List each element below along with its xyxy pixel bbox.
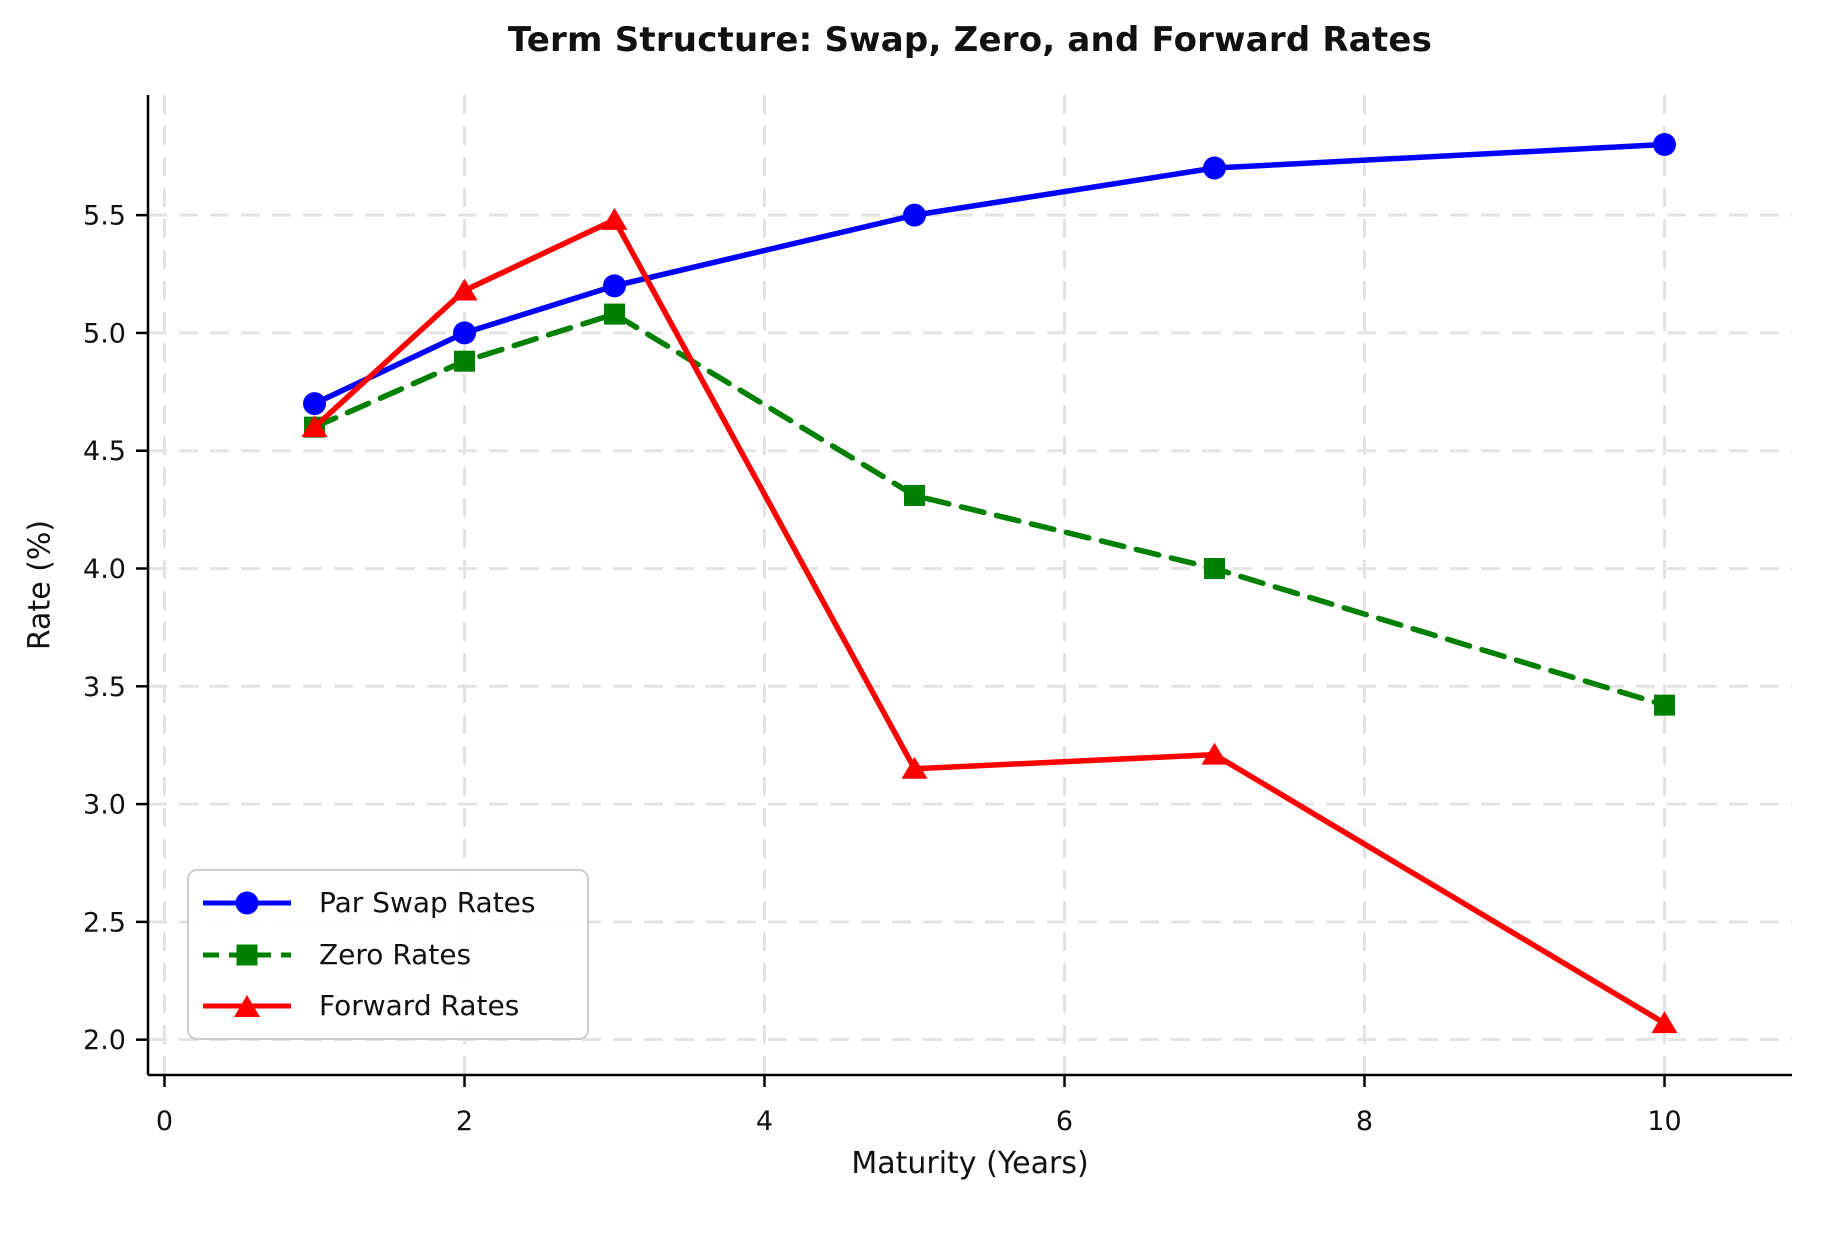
legend-item-forward-rates: Forward Rates [203,980,577,1032]
marker-triangle-forward-rates [1651,1011,1678,1034]
x-tick-label: 4 [756,1106,773,1137]
y-tick-label: 5.5 [83,201,126,232]
x-tick-label: 8 [1356,1106,1373,1137]
square-marker-icon [236,944,258,965]
legend-label: Zero Rates [319,937,472,971]
legend-sample-zero-rates [203,940,291,970]
legend-item-par-swap-rates: Par Swap Rates [203,877,577,929]
y-tick-label: 2.5 [83,907,126,938]
y-tick-label: 5.0 [83,318,126,349]
marker-circle-par-swap-rates [453,321,476,345]
marker-square-zero-rates [604,303,625,325]
marker-square-zero-rates [904,484,925,506]
circle-marker-icon [235,891,259,915]
marker-square-zero-rates [454,350,475,372]
y-tick-label: 3.5 [83,672,126,703]
marker-square-zero-rates [1204,558,1225,580]
marker-triangle-forward-rates [901,756,928,779]
legend-item-zero-rates: Zero Rates [203,929,577,981]
x-tick-label: 6 [1056,1106,1073,1137]
y-tick-label: 4.0 [83,554,126,585]
series-line-par-swap-rates [311,141,1668,407]
x-tick-label: 2 [456,1106,473,1137]
y-tick-label: 4.5 [83,436,126,467]
y-axis-label: Rate (%) [22,519,58,651]
marker-circle-par-swap-rates [1203,156,1226,180]
triangle-marker-icon [234,995,260,1018]
marker-triangle-forward-rates [301,415,328,438]
series-line-zero-rates [311,311,1668,708]
legend-label: Forward Rates [319,989,520,1023]
series-line-forward-rates [311,217,1668,1026]
legend-sample-forward-rates [203,991,291,1021]
chart-title: Term Structure: Swap, Zero, and Forward … [507,20,1433,60]
marker-circle-par-swap-rates [303,392,326,416]
marker-square-zero-rates [1654,694,1675,716]
legend: Par Swap Rates Zero Rates Forward Rates [187,869,589,1040]
marker-circle-par-swap-rates [603,274,626,298]
marker-circle-par-swap-rates [903,203,926,227]
x-tick-label: 0 [156,1106,173,1137]
legend-sample-par-swap-rates [203,888,291,918]
x-tick-label: 10 [1647,1106,1681,1137]
legend-label: Par Swap Rates [319,885,536,919]
y-tick-label: 3.0 [83,790,126,821]
marker-triangle-forward-rates [1201,742,1228,765]
marker-triangle-forward-rates [451,278,478,301]
y-tick-label: 2.0 [83,1025,126,1056]
marker-circle-par-swap-rates [1653,132,1676,156]
marker-triangle-forward-rates [601,207,628,230]
x-axis-label: Maturity (Years) [851,1146,1089,1181]
